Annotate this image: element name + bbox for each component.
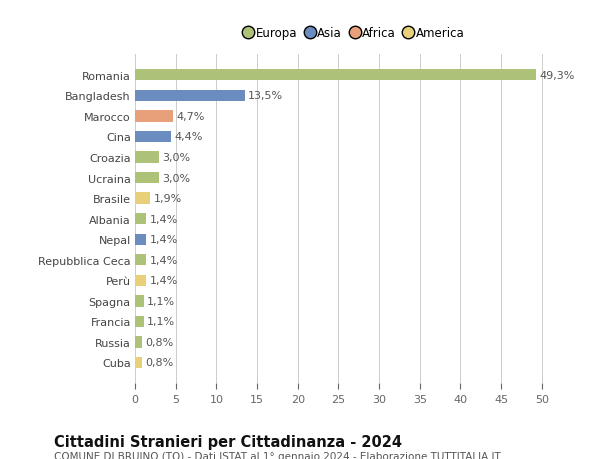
Text: 13,5%: 13,5%: [248, 91, 283, 101]
Text: 1,4%: 1,4%: [149, 214, 178, 224]
Bar: [135, 255, 146, 266]
Text: 4,4%: 4,4%: [174, 132, 202, 142]
Text: 0,8%: 0,8%: [145, 358, 173, 368]
Text: 1,4%: 1,4%: [149, 276, 178, 285]
Bar: [135, 111, 173, 122]
Bar: [135, 275, 146, 286]
Text: 0,8%: 0,8%: [145, 337, 173, 347]
Text: 3,0%: 3,0%: [163, 173, 191, 183]
Text: 49,3%: 49,3%: [539, 71, 575, 81]
Bar: [135, 213, 146, 225]
Bar: [135, 336, 142, 348]
Text: 1,9%: 1,9%: [154, 194, 182, 204]
Bar: [135, 193, 151, 204]
Text: COMUNE DI BRUINO (TO) - Dati ISTAT al 1° gennaio 2024 - Elaborazione TUTTITALIA.: COMUNE DI BRUINO (TO) - Dati ISTAT al 1°…: [54, 451, 501, 459]
Text: 3,0%: 3,0%: [163, 153, 191, 162]
Text: Cittadini Stranieri per Cittadinanza - 2024: Cittadini Stranieri per Cittadinanza - 2…: [54, 434, 402, 449]
Text: 1,4%: 1,4%: [149, 255, 178, 265]
Bar: [135, 152, 160, 163]
Text: 4,7%: 4,7%: [176, 112, 205, 122]
Text: 1,4%: 1,4%: [149, 235, 178, 245]
Bar: [135, 90, 245, 102]
Bar: [135, 296, 144, 307]
Text: 1,1%: 1,1%: [147, 317, 175, 327]
Bar: [135, 316, 144, 327]
Bar: [135, 173, 160, 184]
Bar: [135, 132, 171, 143]
Bar: [135, 70, 536, 81]
Legend: Europa, Asia, Africa, America: Europa, Asia, Africa, America: [243, 25, 467, 43]
Bar: [135, 234, 146, 245]
Text: 1,1%: 1,1%: [147, 296, 175, 306]
Bar: [135, 357, 142, 368]
